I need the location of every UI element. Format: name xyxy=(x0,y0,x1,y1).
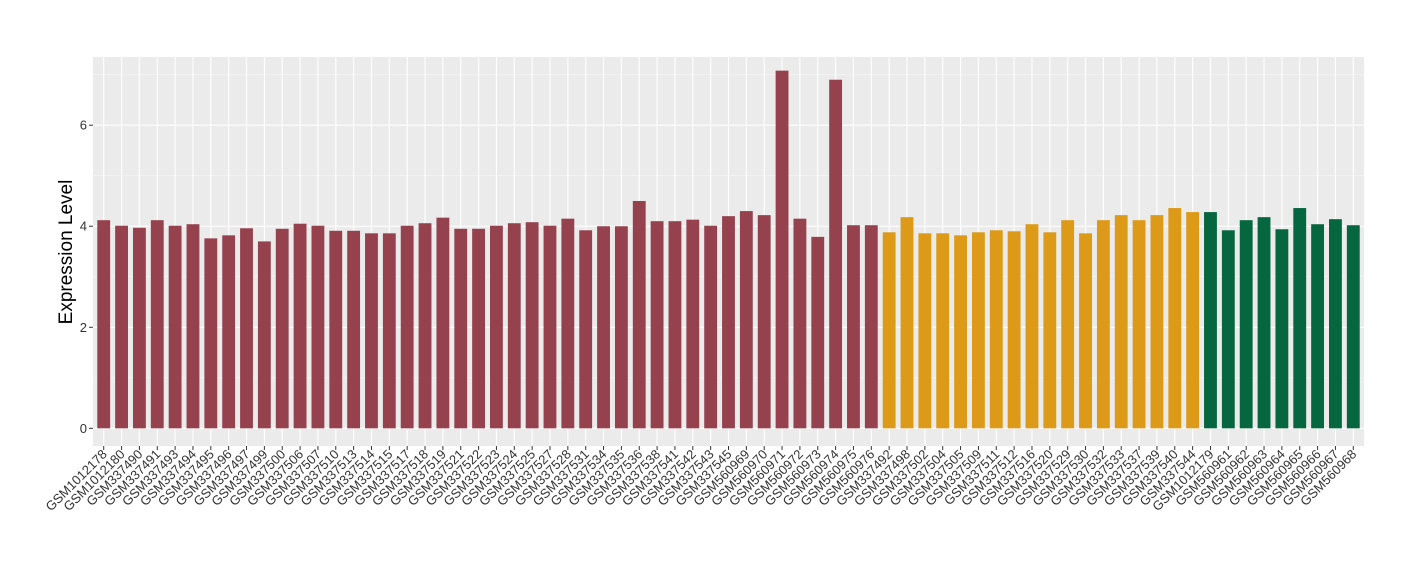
y-tick-label: 2 xyxy=(80,320,87,335)
bar-GSM337529 xyxy=(1061,220,1075,429)
bar-GSM337530 xyxy=(1079,233,1092,429)
bar-GSM337531 xyxy=(579,230,593,429)
bar-GSM337495 xyxy=(204,238,218,429)
bar-GSM337545 xyxy=(722,216,735,429)
bar-GSM337506 xyxy=(293,223,307,429)
bar-GSM560969 xyxy=(739,211,753,429)
bar-GSM337497 xyxy=(240,228,253,429)
bar-GSM337494 xyxy=(186,224,200,429)
bar-GSM560976 xyxy=(864,225,878,429)
bar-GSM560962 xyxy=(1239,220,1253,429)
y-axis-title: Expression Level xyxy=(56,180,77,325)
bar-GSM560974 xyxy=(829,79,843,429)
bar-GSM337521 xyxy=(454,228,468,429)
bar-GSM337492 xyxy=(882,232,896,429)
bar-GSM337539 xyxy=(1150,215,1164,429)
bar-GSM337517 xyxy=(400,225,414,429)
bar-GSM337491 xyxy=(150,220,164,429)
bar-GSM337498 xyxy=(900,217,914,429)
bar-GSM1012179 xyxy=(1204,212,1217,429)
y-tick-label: 0 xyxy=(80,421,87,436)
bar-GSM337496 xyxy=(222,235,236,429)
bar-GSM337527 xyxy=(543,225,557,429)
bar-GSM337493 xyxy=(168,225,182,429)
bar-GSM337538 xyxy=(650,221,664,429)
bar-GSM560971 xyxy=(775,70,789,429)
bar-GSM337512 xyxy=(1007,231,1021,429)
bar-GSM560975 xyxy=(847,225,860,429)
bar-GSM560965 xyxy=(1293,208,1307,429)
bar-GSM337504 xyxy=(936,233,950,429)
bar-GSM337528 xyxy=(561,218,575,429)
bar-GSM560970 xyxy=(757,215,771,429)
bar-GSM337515 xyxy=(382,233,396,429)
bar-GSM560961 xyxy=(1221,230,1235,429)
bar-GSM1012180 xyxy=(115,225,128,429)
bar-GSM337507 xyxy=(311,225,325,429)
bar-GSM337500 xyxy=(275,228,289,429)
bar-GSM337523 xyxy=(490,225,503,429)
bar-GSM337510 xyxy=(329,230,343,429)
bar-GSM560973 xyxy=(811,236,825,429)
bar-GSM337513 xyxy=(347,230,361,429)
bar-GSM337518 xyxy=(418,223,432,429)
bar-GSM560968 xyxy=(1346,225,1360,429)
bar-GSM337543 xyxy=(704,225,718,429)
bar-GSM337541 xyxy=(668,221,682,429)
bar-GSM337505 xyxy=(954,235,967,429)
bar-GSM337490 xyxy=(132,227,146,429)
bar-GSM337520 xyxy=(1043,232,1057,429)
bar-GSM337514 xyxy=(365,233,378,429)
x-axis: GSM1012178GSM1012180GSM337490GSM337491GS… xyxy=(42,446,1359,514)
y-axis: 0 2 4 6 xyxy=(80,118,93,436)
bar-GSM337542 xyxy=(686,219,700,429)
bar-GSM560963 xyxy=(1257,217,1271,429)
bar-GSM560972 xyxy=(793,218,807,429)
bar-GSM337532 xyxy=(1096,220,1110,429)
bar-GSM337522 xyxy=(472,228,486,429)
y-tick-label: 6 xyxy=(80,118,87,133)
bar-GSM337534 xyxy=(597,226,610,429)
bar-GSM1012178 xyxy=(97,220,111,429)
bar-GSM560967 xyxy=(1329,219,1342,429)
bar-GSM337502 xyxy=(918,233,932,429)
bar-GSM337524 xyxy=(507,223,521,429)
bar-GSM337537 xyxy=(1132,220,1146,429)
bar-GSM337516 xyxy=(1025,224,1039,429)
bar-GSM337533 xyxy=(1114,215,1128,429)
bar-GSM337511 xyxy=(989,230,1003,429)
bar-GSM560966 xyxy=(1311,224,1325,429)
bars xyxy=(97,70,1360,429)
bar-GSM337519 xyxy=(436,217,450,429)
bar-GSM337535 xyxy=(614,226,628,429)
bar-GSM337525 xyxy=(525,222,539,429)
bar-GSM337499 xyxy=(257,241,271,429)
bar-GSM337544 xyxy=(1186,212,1200,429)
bar-GSM337509 xyxy=(971,232,985,429)
bar-GSM337540 xyxy=(1168,208,1182,429)
bar-GSM560964 xyxy=(1275,229,1289,429)
y-tick-label: 4 xyxy=(80,219,87,234)
bar-GSM337536 xyxy=(632,200,646,429)
